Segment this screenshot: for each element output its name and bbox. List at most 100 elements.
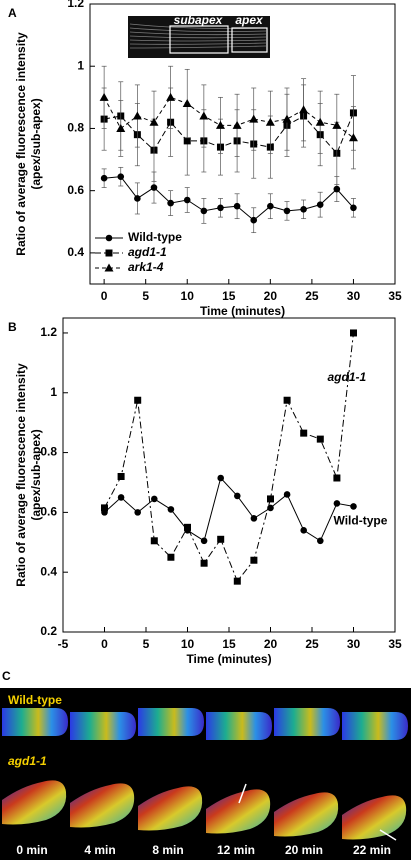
- y-tick-label: 0.4: [67, 245, 84, 259]
- time-label: 20 min: [285, 843, 323, 857]
- inset-streak: [129, 39, 267, 42]
- x-tick-label: 35: [388, 289, 402, 303]
- x-axis-label: Time (minutes): [200, 304, 285, 318]
- marker: [151, 495, 158, 503]
- inset-streak: [129, 27, 267, 32]
- time-label: 22 min: [353, 843, 391, 857]
- y-axis-label: Ratio of average fluorescence intensity: [14, 32, 28, 256]
- x-tick-label: 15: [222, 637, 236, 651]
- cell-image: [138, 786, 203, 831]
- inset-streak: [129, 45, 267, 49]
- marker: [100, 174, 108, 182]
- annotation: subapex: [174, 13, 224, 27]
- x-tick-label: 0: [101, 289, 108, 303]
- cell-image: [274, 792, 339, 837]
- cell-image: [342, 712, 408, 740]
- legend-marker: [105, 234, 113, 242]
- marker: [117, 472, 125, 480]
- x-tick-label: 10: [181, 637, 195, 651]
- marker: [184, 523, 191, 531]
- legend-label: agd1-1: [128, 245, 167, 259]
- cell-image: [70, 712, 136, 740]
- marker: [182, 99, 192, 108]
- marker: [300, 527, 308, 534]
- marker: [200, 537, 208, 545]
- marker: [101, 504, 108, 512]
- y-axis-label: (apex/sub-apex): [29, 429, 43, 520]
- x-tick-label: -5: [58, 637, 69, 651]
- series-line: [103, 96, 354, 139]
- marker: [150, 184, 158, 191]
- marker: [249, 114, 259, 123]
- marker: [316, 435, 324, 443]
- marker: [166, 92, 176, 101]
- x-tick-label: 35: [388, 637, 402, 651]
- legend-label: ark1-4: [128, 260, 164, 274]
- time-label: 12 min: [217, 843, 255, 857]
- marker: [267, 504, 274, 512]
- y-axis-label: Ratio of average fluorescence intensity: [14, 363, 28, 587]
- marker: [267, 202, 274, 210]
- row-label: agd1-1: [8, 754, 47, 768]
- y-tick-label: 0.6: [67, 183, 84, 197]
- marker: [283, 491, 291, 498]
- marker: [282, 114, 292, 123]
- y-tick-label: 0.8: [67, 121, 84, 135]
- arrow: [238, 783, 247, 804]
- marker: [200, 559, 208, 567]
- annotation: Wild-type: [334, 514, 388, 528]
- marker: [299, 105, 309, 114]
- legend-marker: [104, 263, 114, 272]
- marker: [217, 204, 224, 212]
- x-tick-label: 30: [347, 289, 361, 303]
- marker: [132, 111, 142, 120]
- y-tick-label: 1: [50, 385, 57, 399]
- cell-image: [2, 708, 68, 736]
- inset-box: [231, 27, 268, 53]
- y-tick-label: 0.2: [40, 624, 57, 638]
- x-tick-label: 30: [347, 637, 361, 651]
- x-tick-label: 5: [142, 289, 149, 303]
- marker: [99, 92, 109, 101]
- series-line: [104, 112, 354, 155]
- y-axis-label: (apex/sub-apex): [29, 98, 43, 189]
- panel-label: B: [8, 320, 17, 334]
- marker: [183, 196, 191, 204]
- marker: [217, 535, 225, 543]
- x-tick-label: 15: [222, 289, 236, 303]
- x-tick-label: 25: [305, 289, 319, 303]
- marker: [267, 495, 274, 503]
- series-line: [104, 332, 354, 583]
- marker: [300, 429, 308, 437]
- row-label: Wild-type: [8, 693, 62, 707]
- annotation: agd1-1: [328, 370, 367, 384]
- marker: [215, 120, 225, 129]
- x-tick-label: 25: [305, 637, 319, 651]
- marker: [167, 506, 175, 513]
- cell-image: [342, 795, 407, 840]
- y-tick-label: 1: [77, 58, 84, 72]
- legend-marker: [105, 249, 113, 257]
- inset-box: [169, 25, 229, 54]
- marker: [116, 123, 126, 132]
- x-tick-label: 5: [143, 637, 150, 651]
- marker: [333, 474, 341, 482]
- panel-label: C: [2, 669, 11, 683]
- marker: [283, 207, 291, 215]
- marker: [117, 494, 125, 501]
- inset-streak: [129, 42, 267, 45]
- y-tick-label: 0.4: [40, 564, 57, 578]
- marker: [167, 199, 174, 207]
- x-tick-label: 20: [264, 637, 278, 651]
- marker: [265, 117, 275, 126]
- marker: [350, 204, 357, 212]
- marker: [350, 503, 357, 510]
- marker: [350, 329, 357, 337]
- marker: [315, 117, 325, 126]
- time-label: 8 min: [152, 843, 183, 857]
- panel-label: A: [8, 6, 17, 20]
- time-label: 0 min: [16, 843, 47, 857]
- marker: [217, 474, 224, 482]
- x-tick-label: 10: [181, 289, 195, 303]
- marker: [117, 173, 125, 180]
